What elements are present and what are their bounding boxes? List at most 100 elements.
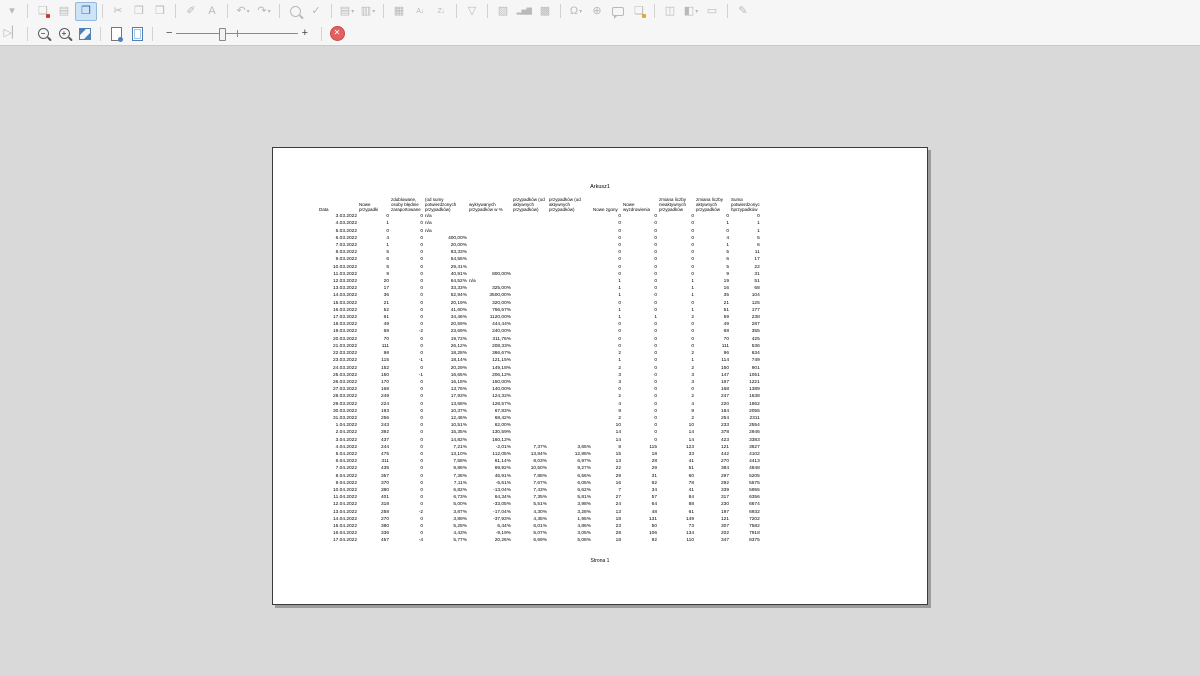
table-body: 3.03.2022 0 0 n/a 0 0 0 0 0 4.03.2022 1 0 n/a 0 0 0 1 1 5.… bbox=[318, 213, 761, 544]
table-row: 3.03.2022 0 0 n/a 0 0 0 0 0 bbox=[318, 213, 761, 220]
value-cell bbox=[512, 307, 548, 314]
sort-icon: ▦ bbox=[393, 4, 405, 17]
value-cell bbox=[548, 220, 592, 227]
value-cell: 2 bbox=[618, 394, 621, 400]
value-cell: 0 bbox=[654, 322, 657, 328]
value-cell bbox=[548, 271, 592, 278]
value-cell: 16,65% bbox=[450, 372, 467, 378]
value-cell: 16 bbox=[723, 286, 729, 292]
date-cell: 30.03.2022 bbox=[332, 408, 357, 414]
value-cell: 18,28% bbox=[450, 351, 467, 357]
value-cell: 0 bbox=[654, 257, 657, 263]
special-character-icon: Ω ▾ bbox=[569, 4, 583, 17]
value-cell: 36 bbox=[383, 293, 389, 299]
value-cell bbox=[512, 336, 548, 343]
value-cell: 7,43% bbox=[533, 487, 547, 493]
value-cell bbox=[512, 321, 548, 328]
toolbar-separator bbox=[383, 4, 384, 18]
value-cell: 23,69% bbox=[450, 329, 467, 335]
zoom-out-icon[interactable]: − bbox=[33, 25, 53, 43]
value-cell bbox=[548, 408, 592, 415]
value-cell: 5,51% bbox=[533, 502, 547, 508]
value-cell: 2 bbox=[691, 394, 694, 400]
paste-icon: ❒ bbox=[155, 4, 165, 17]
date-cell: 15.04.2022 bbox=[332, 523, 357, 529]
clear-formatting-icon: A bbox=[208, 4, 216, 17]
value-cell bbox=[512, 365, 548, 372]
value-cell: 19 bbox=[723, 279, 729, 285]
value-cell: 0 bbox=[420, 286, 423, 292]
value-cell: 7,67% bbox=[533, 480, 547, 486]
value-cell: 0 bbox=[420, 394, 423, 400]
value-cell bbox=[548, 228, 592, 235]
value-cell: 18 bbox=[651, 451, 657, 457]
value-cell: 20,29% bbox=[450, 365, 467, 371]
value-cell: 111 bbox=[381, 343, 389, 349]
date-cell: 15.03.2022 bbox=[332, 300, 357, 306]
value-cell: 0 bbox=[420, 430, 423, 436]
value-cell: 49 bbox=[723, 322, 729, 328]
zoom-in-slider-label[interactable]: + bbox=[301, 27, 308, 39]
value-cell: 270 bbox=[720, 459, 729, 465]
zoom-slider[interactable]: − + bbox=[162, 27, 312, 41]
value-cell: 0 bbox=[654, 408, 657, 414]
value-cell: 7918 bbox=[749, 531, 760, 537]
value-cell: 7 bbox=[618, 487, 621, 493]
value-cell: 0 bbox=[691, 243, 694, 249]
value-cell: 0 bbox=[618, 387, 621, 393]
value-cell: 13,84% bbox=[530, 451, 547, 457]
table-row: 5.04.2022 475 0 13,10% 112,05% 13,84% 12,88% 15… bbox=[318, 451, 761, 458]
column-header-3: (od sumy potwierdzonych przypadków) bbox=[425, 197, 457, 213]
value-cell: 7,88% bbox=[533, 473, 547, 479]
column-header-11: Suma potwierdzonyc hprzypadków bbox=[731, 197, 760, 213]
value-cell: 0 bbox=[420, 473, 423, 479]
table-row: 6.03.2022 4 0 400,00% 0 0 0 4 5 bbox=[318, 235, 761, 242]
value-cell: 20,00% bbox=[450, 243, 467, 249]
zoom-in-icon[interactable]: + bbox=[54, 25, 74, 43]
value-cell: n/a bbox=[469, 279, 476, 285]
value-cell bbox=[512, 278, 548, 285]
value-cell: 4 bbox=[386, 235, 389, 241]
value-cell: 23 bbox=[615, 523, 621, 529]
value-cell: 0 bbox=[420, 451, 423, 457]
value-cell: 287 bbox=[751, 322, 760, 328]
format-page-icon[interactable] bbox=[106, 25, 126, 43]
value-cell: 10,37% bbox=[450, 408, 467, 414]
value-cell bbox=[548, 213, 592, 220]
value-cell: 475 bbox=[380, 451, 389, 457]
value-cell: 0 bbox=[654, 293, 657, 299]
table-row: 11.04.2022 401 0 6,73% 64,34% 7,35% 5,81% 27 57 8… bbox=[318, 494, 761, 501]
value-cell bbox=[548, 307, 592, 314]
value-cell: 16,18% bbox=[450, 379, 467, 385]
value-cell: 68 bbox=[754, 286, 760, 292]
margins-icon[interactable] bbox=[127, 25, 147, 43]
copy-icon: ❐ bbox=[134, 4, 144, 17]
value-cell: 0 bbox=[420, 228, 423, 234]
close-preview-icon[interactable]: ✕ bbox=[327, 25, 347, 43]
value-cell: 4,35% bbox=[533, 516, 547, 522]
zoom-slider-handle[interactable] bbox=[218, 28, 226, 41]
date-cell: 9.03.2022 bbox=[335, 257, 357, 263]
table-wrap: Data Nowe przypadki zdublowane, osoby błęd… bbox=[318, 197, 761, 545]
zoom-out-slider-label[interactable]: − bbox=[166, 27, 173, 39]
value-cell: 5,77% bbox=[453, 538, 467, 544]
value-cell: 0 bbox=[420, 365, 423, 371]
value-cell: 1 bbox=[618, 279, 621, 285]
value-cell: 41,60% bbox=[450, 307, 467, 313]
value-cell: 14 bbox=[688, 430, 694, 436]
value-cell: 13,68% bbox=[450, 401, 467, 407]
zoom-slider-track[interactable] bbox=[176, 28, 298, 41]
full-screen-icon[interactable] bbox=[75, 25, 95, 43]
value-cell: 20 bbox=[383, 279, 389, 285]
value-cell: 0 bbox=[420, 444, 423, 450]
value-cell: 0 bbox=[420, 315, 423, 321]
value-cell: 51 bbox=[723, 307, 729, 313]
value-cell bbox=[548, 372, 592, 379]
print-preview-icon[interactable]: ❐ bbox=[75, 1, 97, 21]
redo-icon: ↷ ▾ bbox=[257, 4, 271, 17]
nav-last-page-icon[interactable]: ▷▏ bbox=[3, 27, 21, 39]
value-cell: 0 bbox=[420, 271, 423, 277]
column-header-9: zmiana liczby nieaktywnych przypadków bbox=[659, 197, 687, 213]
toolbar-separator bbox=[279, 4, 280, 18]
comment-icon bbox=[608, 2, 628, 20]
